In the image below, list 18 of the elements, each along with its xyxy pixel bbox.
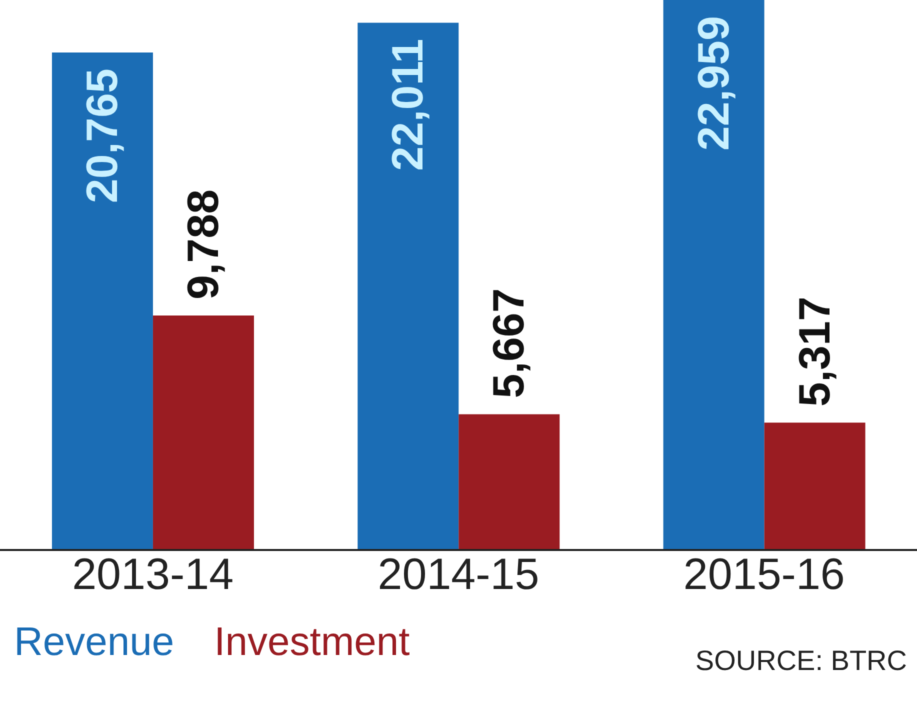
data-label: 5,317: [790, 296, 840, 407]
bar: [764, 422, 866, 550]
source-note: SOURCE: BTRC: [695, 645, 907, 677]
bar: [152, 316, 254, 550]
bar: [358, 22, 459, 550]
bar: [663, 0, 764, 550]
data-label: 9,788: [178, 189, 228, 300]
bar: [458, 414, 560, 550]
series-label: Investment: [214, 620, 410, 665]
data-label: 22,011: [384, 38, 433, 171]
x-tick-label: 2013-14: [72, 550, 234, 600]
data-label: 20,765: [78, 68, 127, 204]
series-label: Revenue: [14, 620, 174, 665]
x-tick-label: 2015-16: [683, 550, 845, 600]
data-label: 22,959: [689, 16, 738, 151]
data-label: 5,667: [484, 288, 534, 398]
bar: [52, 52, 153, 550]
x-tick-label: 2014-15: [378, 550, 540, 600]
